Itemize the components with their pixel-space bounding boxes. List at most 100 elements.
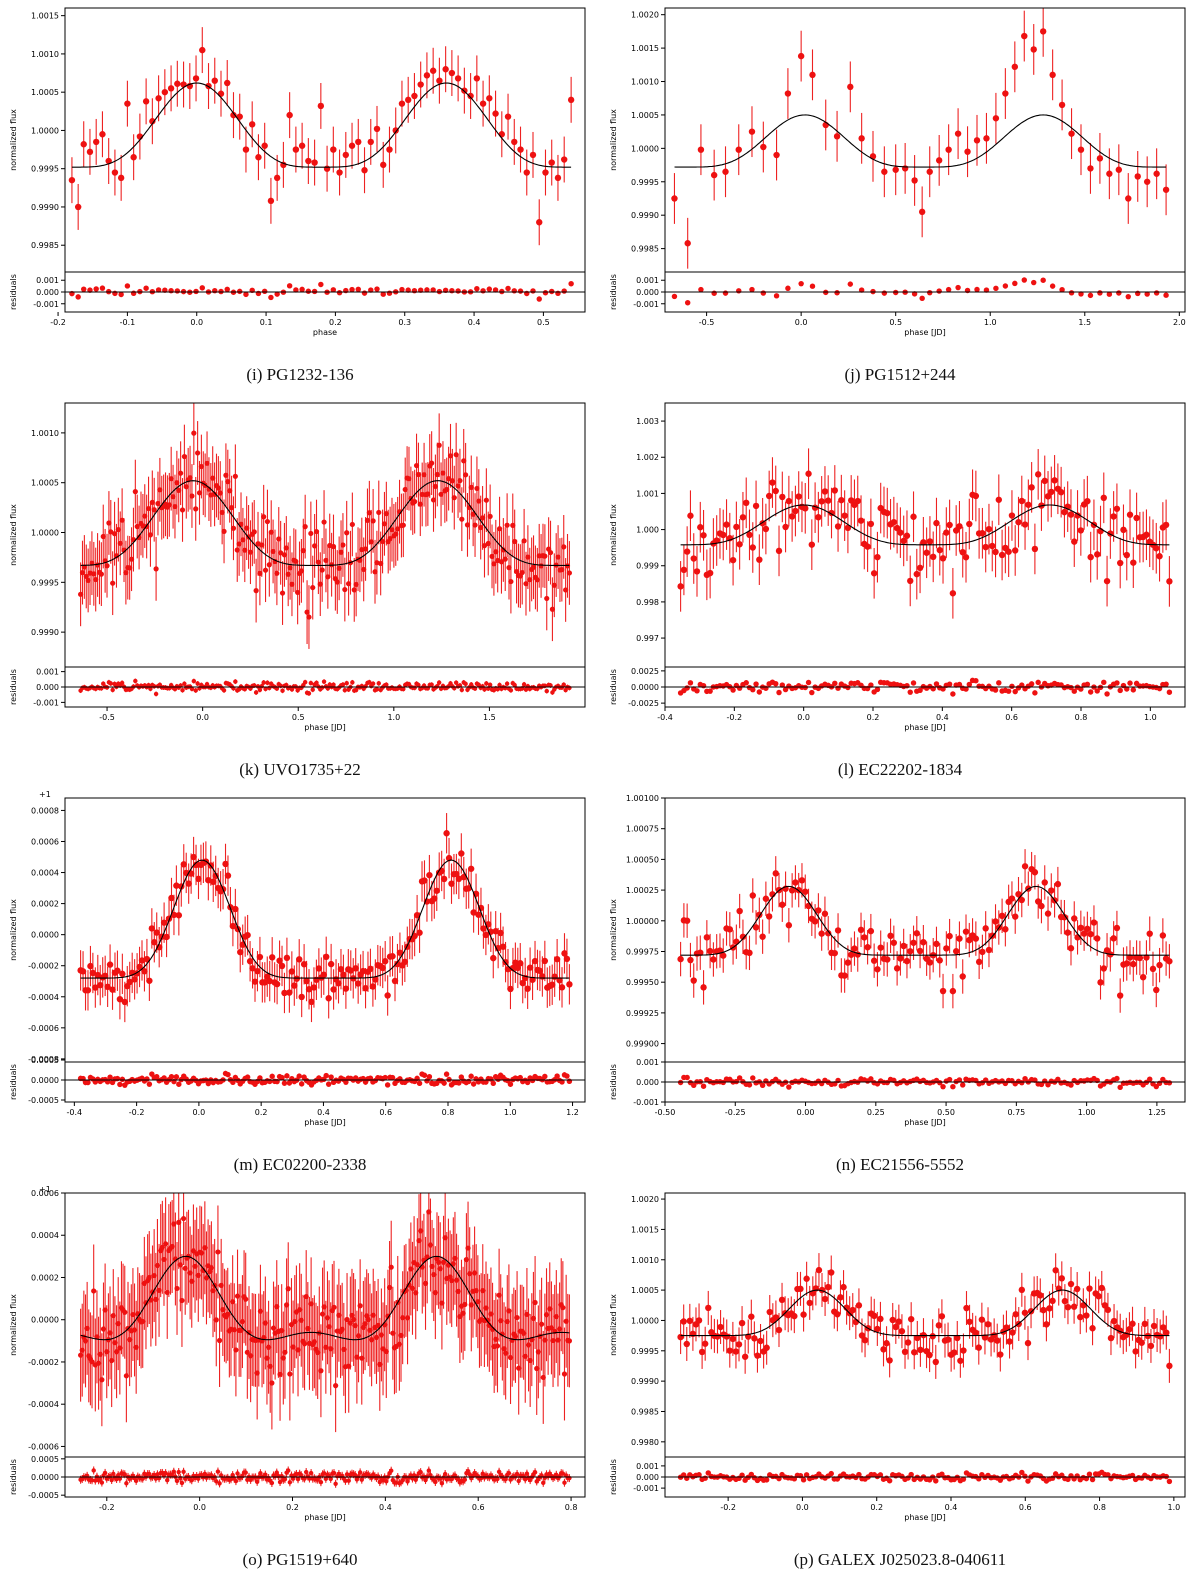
y-axis-label: normalized flux [609,504,618,566]
data-point [553,955,561,963]
data-point [857,517,865,524]
residual-point [1087,292,1094,299]
data-point [1005,548,1012,555]
data-point [946,521,953,529]
data-point [222,860,229,868]
data-point [989,542,996,550]
residual-point [328,1476,333,1482]
residual-point [230,1079,236,1086]
y-tick-label: 1.00000 [626,917,659,926]
residual-point [1114,680,1120,686]
residual-tick-label: -0.0025 [628,699,659,708]
data-point [395,526,401,532]
data-point [854,497,861,505]
data-point [346,1363,352,1369]
data-point [956,935,963,942]
data-point [972,935,980,942]
data-point [455,483,461,489]
x-axis-label: phase [JD] [904,328,945,337]
data-point [544,595,550,602]
data-point [447,453,454,459]
data-point [418,1228,424,1234]
data-point [396,1341,402,1347]
residual-point [809,689,815,696]
data-point [202,1245,208,1251]
data-point [249,965,256,972]
data-point [733,938,740,945]
y-axis-label: normalized flux [9,504,18,566]
data-point [310,984,318,991]
data-point [287,1371,293,1377]
data-point [362,984,369,992]
data-point [136,534,142,541]
data-point [1146,930,1153,937]
data-point [367,1327,373,1333]
data-point [92,984,99,991]
data-point [262,567,269,573]
data-point [933,519,940,527]
data-point [892,166,899,173]
data-point [784,90,792,97]
data-point [174,80,181,87]
data-point [489,553,495,559]
data-point [494,1343,501,1349]
data-point [348,142,356,149]
data-point [439,1300,445,1306]
residual-point [514,1471,520,1477]
data-point [132,489,138,495]
residual-point [330,287,337,293]
data-point [143,955,151,963]
data-point [281,552,288,558]
data-point [176,487,182,493]
x-tick-label: 0.5 [292,713,305,722]
data-point [1071,538,1078,545]
data-point [499,1331,505,1337]
residual-point [1021,277,1027,283]
chart-j: 0.99850.99900.99951.00001.00051.00101.00… [609,7,1186,337]
data-point [257,1308,264,1314]
data-point [1034,898,1042,905]
data-point [463,472,469,478]
data-point [507,1354,514,1361]
residual-plot-l [665,677,1185,697]
data-point [424,1254,430,1260]
data-point [765,492,773,500]
x-tick-label: -0.2 [50,318,66,327]
data-point [1030,46,1037,53]
residual-point [907,689,913,695]
data-point [128,556,135,562]
data-point [244,1349,250,1355]
data-point [739,514,747,521]
data-point [498,559,505,565]
residual-point [832,680,838,687]
data-point [293,975,300,982]
x-tick-label: 0.0 [193,1108,206,1117]
residual-point [257,687,263,693]
data-point [834,523,842,530]
data-point [180,861,187,868]
data-point [196,490,203,496]
data-point [315,965,323,972]
residual-point [707,688,713,694]
residual-point [506,1471,512,1476]
data-point [687,956,694,964]
caption-i: (i) PG1232-136 [246,365,354,384]
data-point [161,1256,167,1263]
data-point [304,609,310,615]
residual-point [486,286,493,292]
data-point [1071,915,1078,922]
x-tick-label: 0.3 [398,318,411,327]
main-plot-k [78,403,573,649]
data-point [164,1289,170,1296]
residual-point [308,680,314,686]
data-point [179,1297,185,1304]
residual-point [350,680,355,685]
residual-point [399,286,405,293]
residual-point [524,1079,531,1086]
residual-point [1135,290,1141,297]
data-point [357,1303,363,1309]
data-point [243,1296,249,1302]
data-point [985,525,993,533]
data-point [384,992,391,999]
data-point [123,1373,129,1379]
